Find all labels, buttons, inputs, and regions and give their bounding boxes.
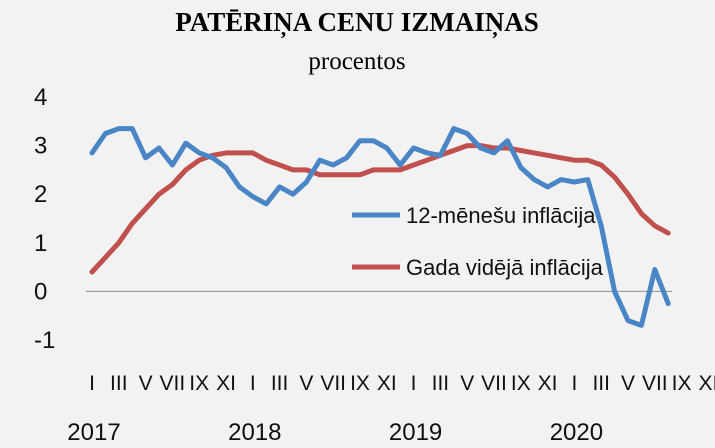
year-label: 2018 xyxy=(228,419,281,446)
y-tick-label: 3 xyxy=(34,133,47,160)
x-tick-label: I xyxy=(411,372,417,395)
series-line-12-month-inflation xyxy=(89,126,671,328)
year-label: 2019 xyxy=(389,419,442,446)
y-tick-label: -1 xyxy=(34,327,55,354)
x-tick-label: VII xyxy=(642,372,668,395)
x-tick-label: IX xyxy=(350,372,370,395)
y-axis: -1 0 1 2 3 4 xyxy=(34,84,55,354)
x-tick-label: XI xyxy=(538,372,558,395)
y-tick-label: 2 xyxy=(34,181,47,208)
x-axis: I III V VII IX XI I III V VII IX XI I III V VII IX XI I III… xyxy=(67,372,715,446)
x-tick-label: III xyxy=(592,372,610,395)
chart-title: PATĒRIŅA CENU IZMAIŅAS xyxy=(175,7,539,39)
series-line-annual-average-inflation xyxy=(89,143,671,275)
x-tick-label: IX xyxy=(511,372,531,395)
x-tick-label: III xyxy=(432,372,450,395)
x-tick-label: V xyxy=(299,372,313,395)
year-label: 2017 xyxy=(67,419,120,446)
x-tick-label: V xyxy=(139,372,153,395)
legend: 12-mēnešu inflācija Gada vidējā inflācij… xyxy=(352,203,604,280)
x-tick-label: I xyxy=(250,372,256,395)
y-tick-label: 4 xyxy=(34,84,47,111)
x-tick-label: V xyxy=(621,372,635,395)
x-tick-label: VII xyxy=(481,372,507,395)
x-tick-label: III xyxy=(271,372,289,395)
y-tick-label: 0 xyxy=(34,278,47,305)
x-tick-label: III xyxy=(110,372,128,395)
x-tick-label: I xyxy=(571,372,577,395)
x-tick-label: I xyxy=(89,372,95,395)
x-tick-label: XI xyxy=(698,372,715,395)
legend-label-annual-average: Gada vidējā inflācija xyxy=(406,255,604,280)
year-label: 2020 xyxy=(550,419,603,446)
x-tick-label: VII xyxy=(320,372,346,395)
x-tick-label: XI xyxy=(216,372,236,395)
x-tick-label: IX xyxy=(672,372,692,395)
x-tick-label: V xyxy=(460,372,474,395)
legend-label-12-month: 12-mēnešu inflācija xyxy=(406,203,596,228)
chart-subtitle: procentos xyxy=(308,48,405,75)
x-tick-label: VII xyxy=(160,372,186,395)
x-tick-label: IX xyxy=(189,372,209,395)
x-tick-label: XI xyxy=(377,372,397,395)
y-tick-label: 1 xyxy=(34,230,47,257)
series-layer xyxy=(89,126,671,328)
